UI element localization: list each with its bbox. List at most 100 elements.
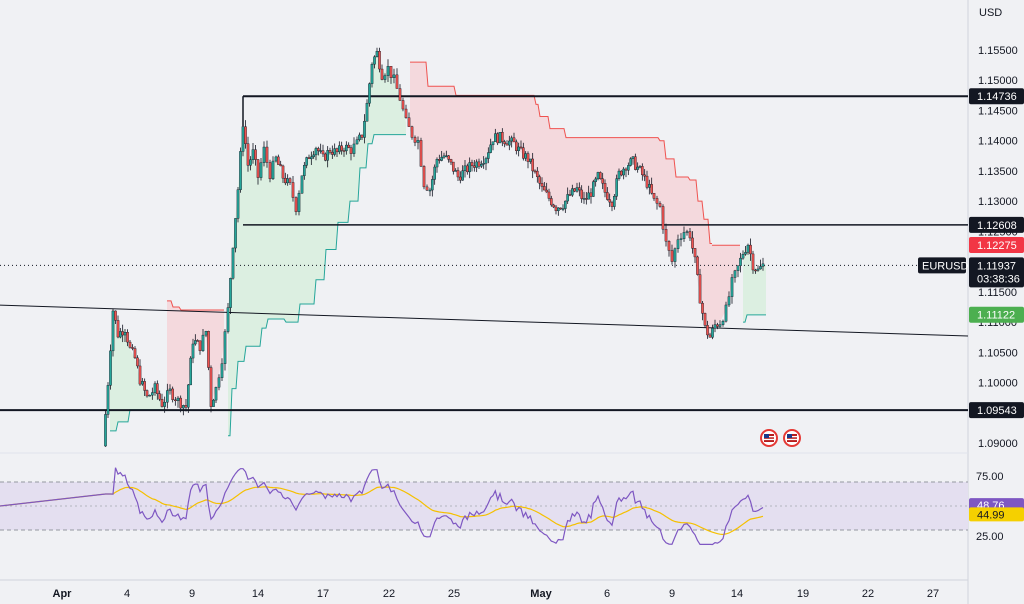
candle-up [463, 165, 467, 171]
candle-down [716, 324, 719, 327]
candle-down [554, 206, 558, 212]
candle-up [392, 74, 396, 79]
candle-up [529, 158, 532, 162]
candle-up [249, 159, 252, 166]
candle-up [386, 66, 390, 76]
rsi-line [0, 467, 764, 546]
candle-up [187, 384, 190, 408]
candle-down [519, 146, 523, 149]
candle-up [636, 166, 639, 170]
candle-down [268, 162, 272, 180]
candle-up [676, 239, 680, 249]
candle-down [133, 348, 137, 359]
candle-down [360, 134, 364, 138]
candle-up [286, 178, 289, 184]
candle-up [561, 208, 565, 210]
candle-up [730, 277, 734, 297]
time-axis[interactable]: Apr 4 9 14 17 22 25 May 6 9 14 19 22 27 [53, 588, 940, 600]
candle-up [338, 145, 341, 153]
candle-down [277, 156, 280, 165]
candle-up [487, 152, 490, 159]
candle-up [168, 388, 172, 391]
candle-up [613, 196, 616, 207]
candle-down [643, 174, 646, 177]
candle-down [749, 244, 752, 255]
candle-down [410, 126, 414, 138]
candle-up [575, 187, 579, 192]
supertrend-lower-badge-bg [969, 306, 1024, 323]
rsi-ma-line [0, 486, 764, 536]
candle-up [756, 268, 760, 271]
candle-up [442, 155, 446, 158]
candle-up [355, 139, 359, 145]
price-badges: 1.14736 1.12608 1.09543 1.12275 1.11122 EURUS… [918, 88, 1024, 522]
supertrend-up-2-line [228, 134, 406, 437]
candle-down [552, 204, 555, 208]
candle-down [126, 332, 129, 343]
candle-down [198, 340, 202, 352]
time-tick-label: 27 [927, 588, 939, 600]
candle-down [340, 145, 343, 151]
candle-up [375, 51, 379, 58]
candle-up [622, 168, 625, 176]
candle-down [114, 310, 117, 321]
candle-down [244, 126, 247, 144]
candle-down [419, 140, 423, 167]
candle-down [655, 198, 659, 204]
candle-down [573, 188, 576, 192]
candle-up [679, 238, 683, 240]
candle-down [156, 383, 159, 394]
candle-up [475, 161, 478, 168]
candle-down [545, 189, 548, 193]
candle-down [136, 357, 139, 367]
candle-up [596, 172, 600, 180]
candle-down [131, 347, 134, 349]
candle-down [667, 241, 671, 251]
candle-down [751, 253, 755, 271]
candle-down [466, 165, 469, 173]
candle-down [425, 186, 429, 191]
candle-down [145, 390, 149, 397]
candle-down [670, 250, 674, 262]
candle-up [685, 231, 689, 233]
candle-up [251, 149, 255, 160]
candle-down [209, 367, 213, 407]
candle-down [459, 176, 462, 181]
price-tick-label: 1.11500 [978, 287, 1017, 299]
candle-up [148, 394, 151, 397]
supertrend-layer [110, 54, 766, 437]
candle-up [141, 381, 144, 385]
candle-down [634, 156, 637, 170]
candle-up [468, 162, 471, 173]
candle-up [345, 144, 348, 152]
candle-down [254, 149, 257, 160]
candle-down [324, 153, 327, 161]
candle-up [383, 75, 387, 80]
candle-down [335, 148, 339, 153]
candle-up [721, 320, 725, 325]
us-flag-event-1[interactable] [760, 429, 778, 447]
candle-up [212, 399, 215, 407]
candle-up [201, 334, 205, 352]
candle-up [310, 156, 313, 160]
level-badge-1-bg [969, 88, 1024, 105]
candle-down [294, 197, 298, 212]
candle-down [449, 159, 453, 163]
candle-up [454, 170, 457, 172]
candle-down [422, 166, 426, 188]
candle-up [761, 263, 765, 267]
candle-down [601, 178, 604, 184]
supertrend-down-1-line [167, 300, 224, 311]
time-tick-label: 4 [124, 588, 130, 600]
countdown-badge: 03:38:36 [977, 273, 1020, 285]
candle-up [592, 181, 595, 197]
us-flag-event-2[interactable] [783, 429, 801, 447]
candle-up [711, 328, 714, 338]
candle-up [241, 126, 245, 152]
price-tick-label: 1.10000 [978, 378, 1018, 390]
candle-down [688, 231, 692, 239]
candle-down [349, 147, 353, 154]
supertrend-upper-badge: 1.12275 [977, 240, 1017, 252]
